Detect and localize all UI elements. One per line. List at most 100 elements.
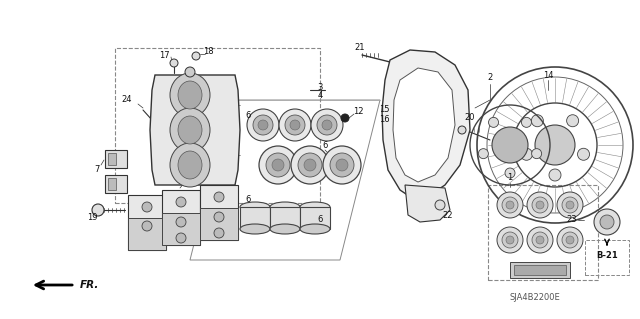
Circle shape	[176, 233, 186, 243]
Text: 20: 20	[465, 114, 476, 122]
Circle shape	[435, 200, 445, 210]
Ellipse shape	[240, 202, 270, 212]
Text: 6: 6	[323, 140, 328, 150]
Ellipse shape	[270, 202, 300, 212]
Text: 4: 4	[317, 92, 323, 100]
Ellipse shape	[170, 143, 210, 187]
Ellipse shape	[178, 151, 202, 179]
Text: 2: 2	[488, 73, 493, 83]
Circle shape	[527, 192, 553, 218]
Circle shape	[497, 192, 523, 218]
Circle shape	[304, 159, 316, 171]
Bar	[240, 207, 270, 229]
Circle shape	[317, 115, 337, 135]
Ellipse shape	[240, 224, 270, 234]
Circle shape	[577, 148, 589, 160]
Text: 23: 23	[566, 216, 577, 225]
Circle shape	[535, 125, 575, 165]
Circle shape	[557, 192, 583, 218]
Circle shape	[259, 146, 297, 184]
Circle shape	[323, 146, 361, 184]
Ellipse shape	[170, 73, 210, 117]
Circle shape	[253, 115, 273, 135]
Circle shape	[492, 127, 528, 163]
Circle shape	[566, 236, 574, 244]
Ellipse shape	[178, 81, 202, 109]
Text: 5: 5	[182, 174, 188, 182]
Bar	[510, 262, 570, 278]
Circle shape	[532, 197, 548, 213]
Circle shape	[176, 197, 186, 207]
Circle shape	[322, 120, 332, 130]
Circle shape	[566, 115, 579, 127]
Circle shape	[502, 232, 518, 248]
Circle shape	[505, 168, 515, 178]
Text: 6: 6	[245, 196, 251, 204]
Bar	[162, 213, 200, 245]
Ellipse shape	[178, 116, 202, 144]
Bar	[108, 153, 116, 165]
Circle shape	[258, 120, 268, 130]
Polygon shape	[382, 50, 470, 200]
Circle shape	[536, 201, 544, 209]
Bar	[200, 185, 238, 240]
Ellipse shape	[270, 224, 300, 234]
Circle shape	[214, 192, 224, 202]
Bar	[105, 150, 127, 168]
Bar	[585, 240, 629, 275]
Text: 22: 22	[443, 211, 453, 219]
Polygon shape	[150, 75, 240, 185]
Circle shape	[298, 153, 322, 177]
Circle shape	[311, 109, 343, 141]
Polygon shape	[405, 185, 450, 222]
Circle shape	[291, 146, 329, 184]
Circle shape	[279, 109, 311, 141]
Text: 6: 6	[245, 110, 251, 120]
Text: 1: 1	[508, 174, 513, 182]
Bar	[105, 175, 127, 193]
Circle shape	[192, 52, 200, 60]
Circle shape	[272, 159, 284, 171]
Text: 16: 16	[380, 115, 390, 124]
Text: 24: 24	[122, 95, 132, 105]
Circle shape	[531, 115, 543, 127]
Bar	[128, 218, 166, 250]
Text: SJA4B2200E: SJA4B2200E	[509, 293, 561, 302]
Circle shape	[557, 227, 583, 253]
Circle shape	[600, 215, 614, 229]
Circle shape	[527, 227, 553, 253]
Ellipse shape	[300, 202, 330, 212]
Circle shape	[522, 117, 531, 127]
Bar	[300, 207, 330, 229]
Circle shape	[532, 232, 548, 248]
Bar	[514, 265, 566, 275]
Text: 17: 17	[159, 50, 170, 60]
Circle shape	[341, 114, 349, 122]
Circle shape	[566, 201, 574, 209]
Circle shape	[562, 197, 578, 213]
Circle shape	[458, 126, 466, 134]
Text: B-21: B-21	[596, 251, 618, 261]
Circle shape	[247, 109, 279, 141]
Circle shape	[142, 202, 152, 212]
Circle shape	[170, 59, 178, 67]
Text: 18: 18	[203, 48, 213, 56]
Circle shape	[497, 227, 523, 253]
Bar	[200, 208, 238, 240]
Ellipse shape	[170, 108, 210, 152]
Bar	[488, 185, 598, 280]
Circle shape	[92, 204, 104, 216]
Circle shape	[562, 232, 578, 248]
Circle shape	[330, 153, 354, 177]
Circle shape	[506, 201, 514, 209]
Circle shape	[176, 217, 186, 227]
Circle shape	[506, 236, 514, 244]
Circle shape	[549, 169, 561, 181]
Circle shape	[290, 120, 300, 130]
Bar	[128, 195, 166, 250]
Circle shape	[520, 148, 532, 160]
Bar	[270, 207, 300, 229]
Text: 14: 14	[543, 70, 553, 79]
Text: 6: 6	[317, 216, 323, 225]
Circle shape	[142, 221, 152, 231]
